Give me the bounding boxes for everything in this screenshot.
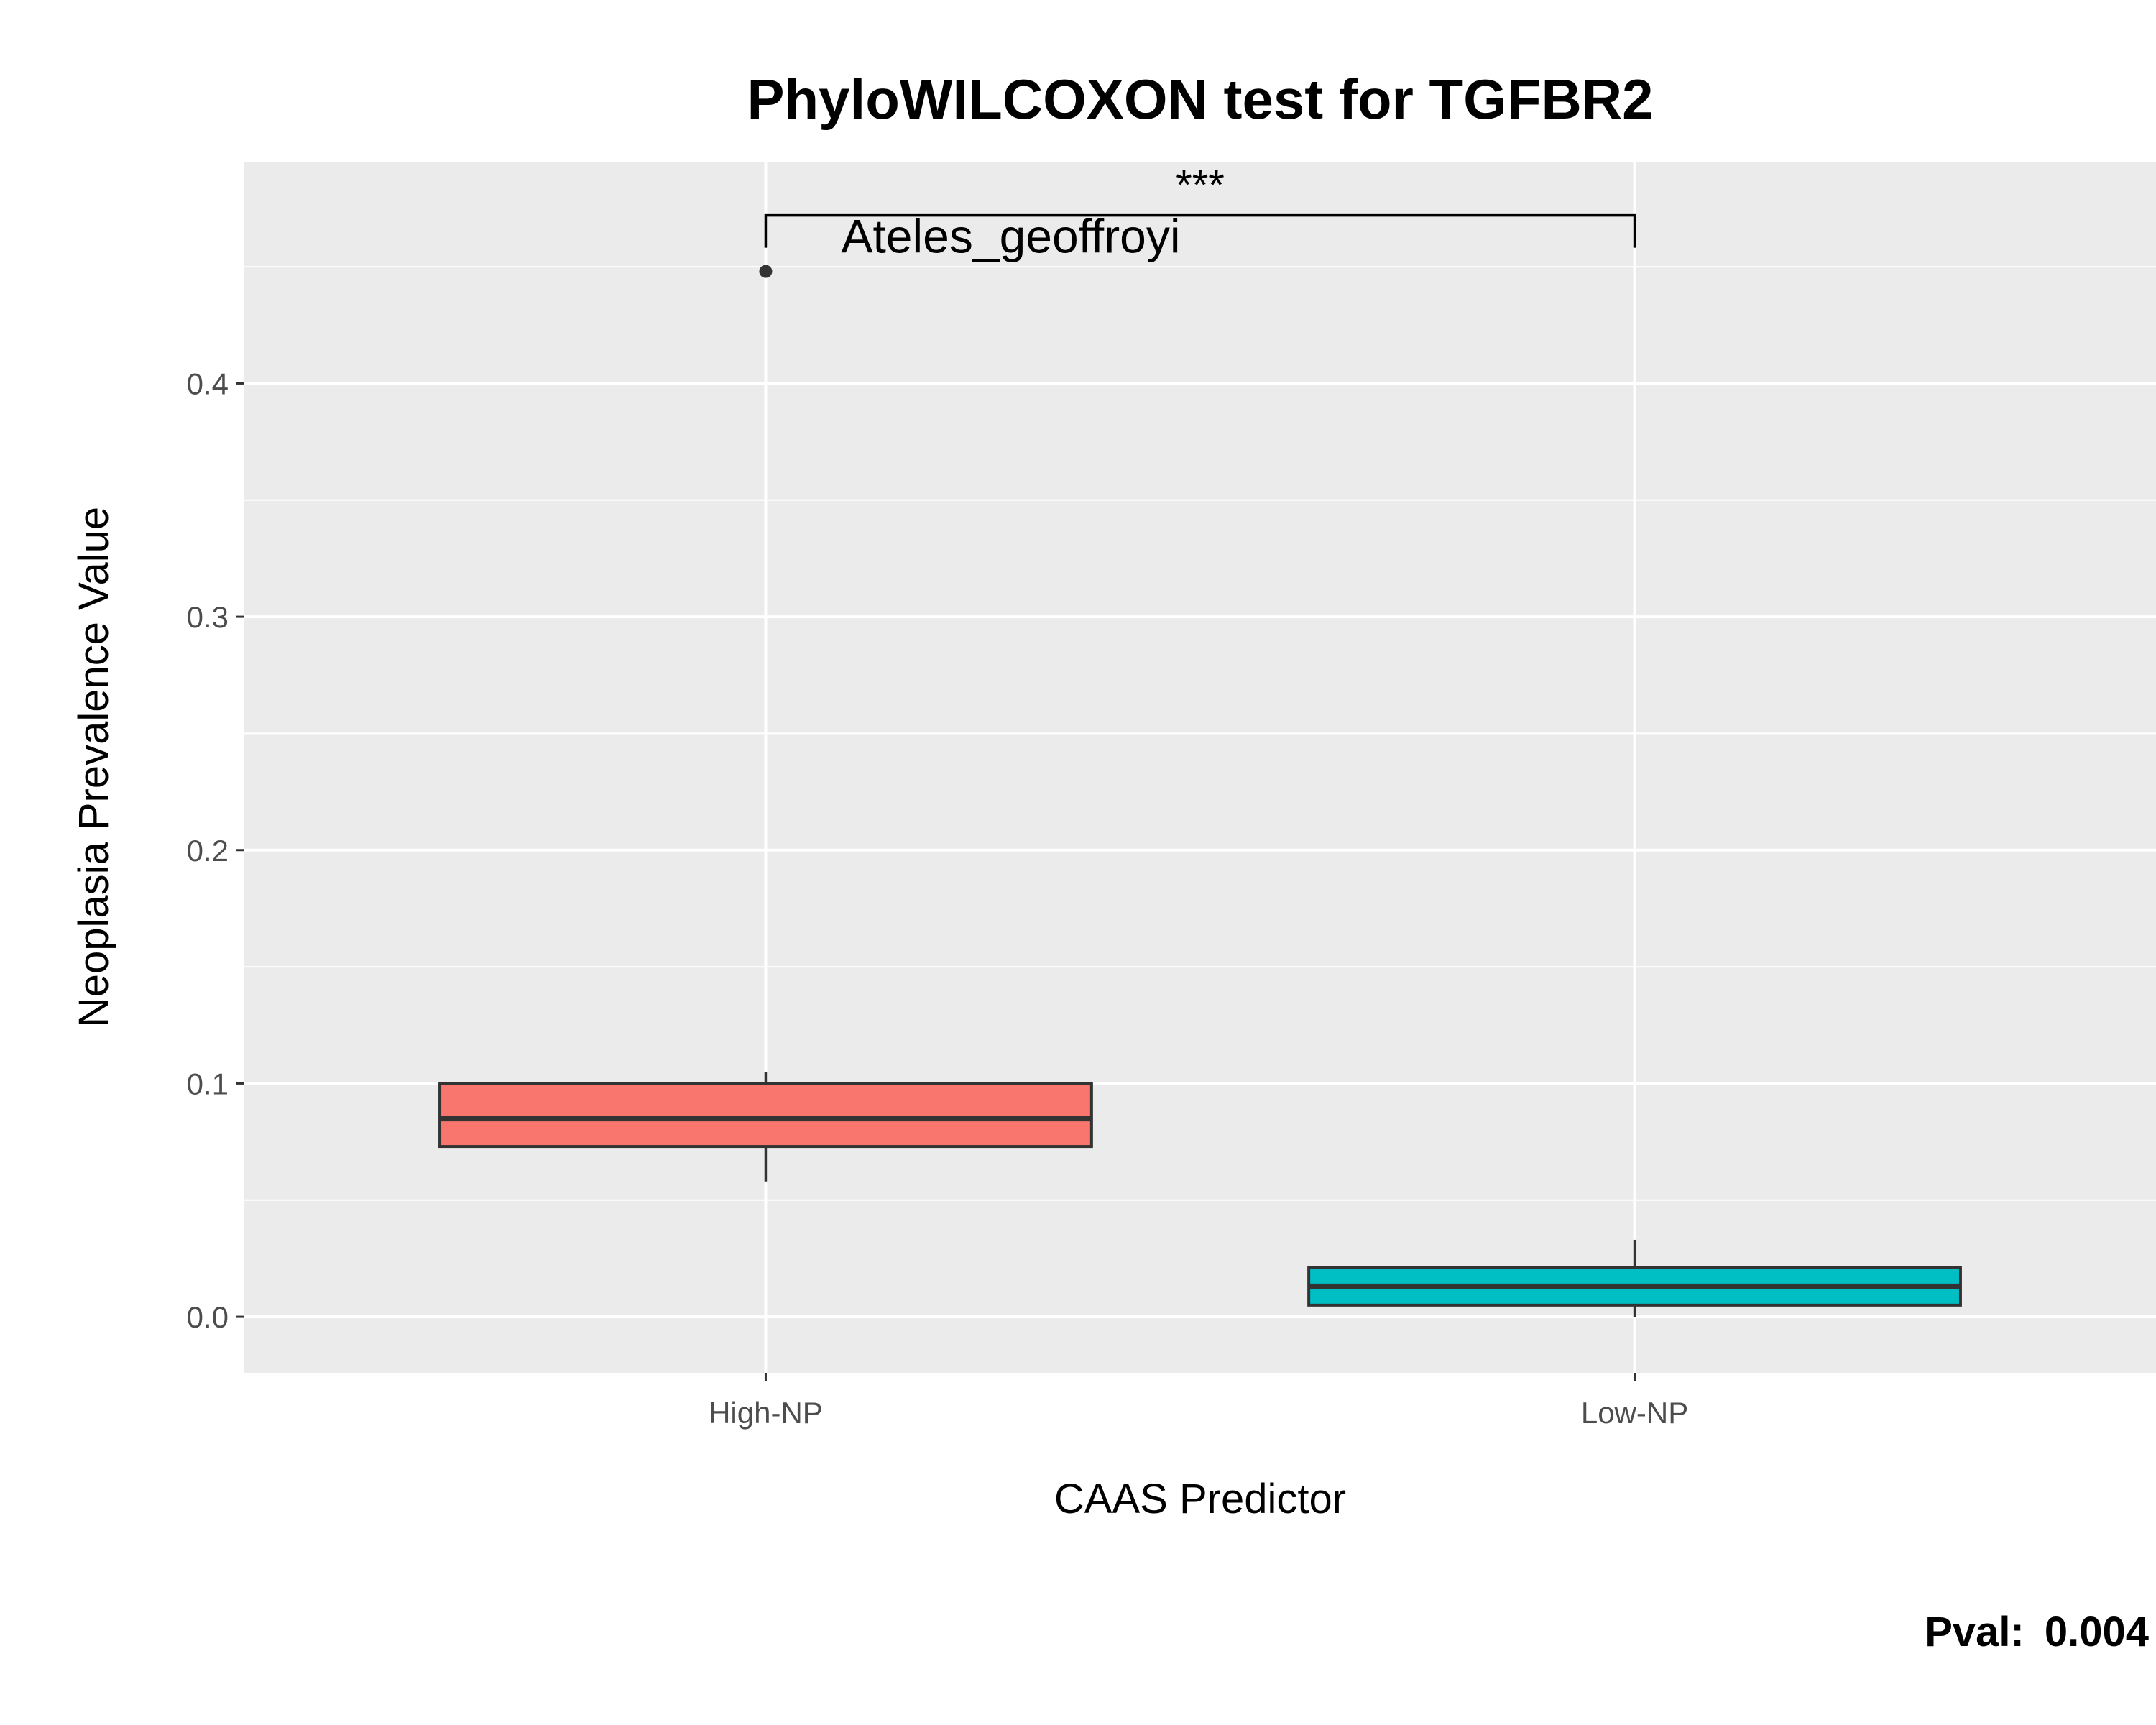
x-axis: High-NP Low-NP — [709, 1373, 1688, 1430]
pval-prefix: Pval: — [1925, 1609, 2024, 1655]
y-tick-label: 0.1 — [187, 1067, 229, 1100]
y-axis-title: Neoplasia Prevalence Value — [70, 507, 117, 1027]
x-tick-label: High-NP — [709, 1396, 823, 1430]
y-axis: 0.0 0.1 0.2 0.3 0.4 — [187, 367, 244, 1334]
significance-bracket: *** — [764, 162, 1636, 248]
plot-panel — [244, 162, 2156, 1373]
y-tick-label: 0.3 — [187, 600, 229, 634]
significance-stars: *** — [1176, 162, 1225, 209]
y-tick-label: 0.2 — [187, 834, 229, 868]
outliers: Ateles_geoffroyi — [759, 210, 1181, 278]
pval-annotation: Pval: 0.004 — [1925, 1609, 2149, 1655]
pval-value: 0.004 — [2045, 1609, 2149, 1655]
box-high-np — [438, 1082, 1093, 1149]
grid-minor — [244, 266, 2156, 1201]
outlier-label: Ateles_geoffroyi — [841, 210, 1180, 263]
y-tick-label: 0.4 — [187, 367, 229, 400]
boxes — [438, 1072, 1962, 1317]
outlier-point — [759, 264, 773, 278]
bracket-line — [764, 213, 1636, 248]
chart-title: PhyloWILCOXON test for TGFBR2 — [747, 68, 1653, 131]
x-axis-title: CAAS Predictor — [1054, 1476, 1346, 1522]
x-tick-label: Low-NP — [1581, 1396, 1688, 1430]
y-tick-label: 0.0 — [187, 1300, 229, 1334]
